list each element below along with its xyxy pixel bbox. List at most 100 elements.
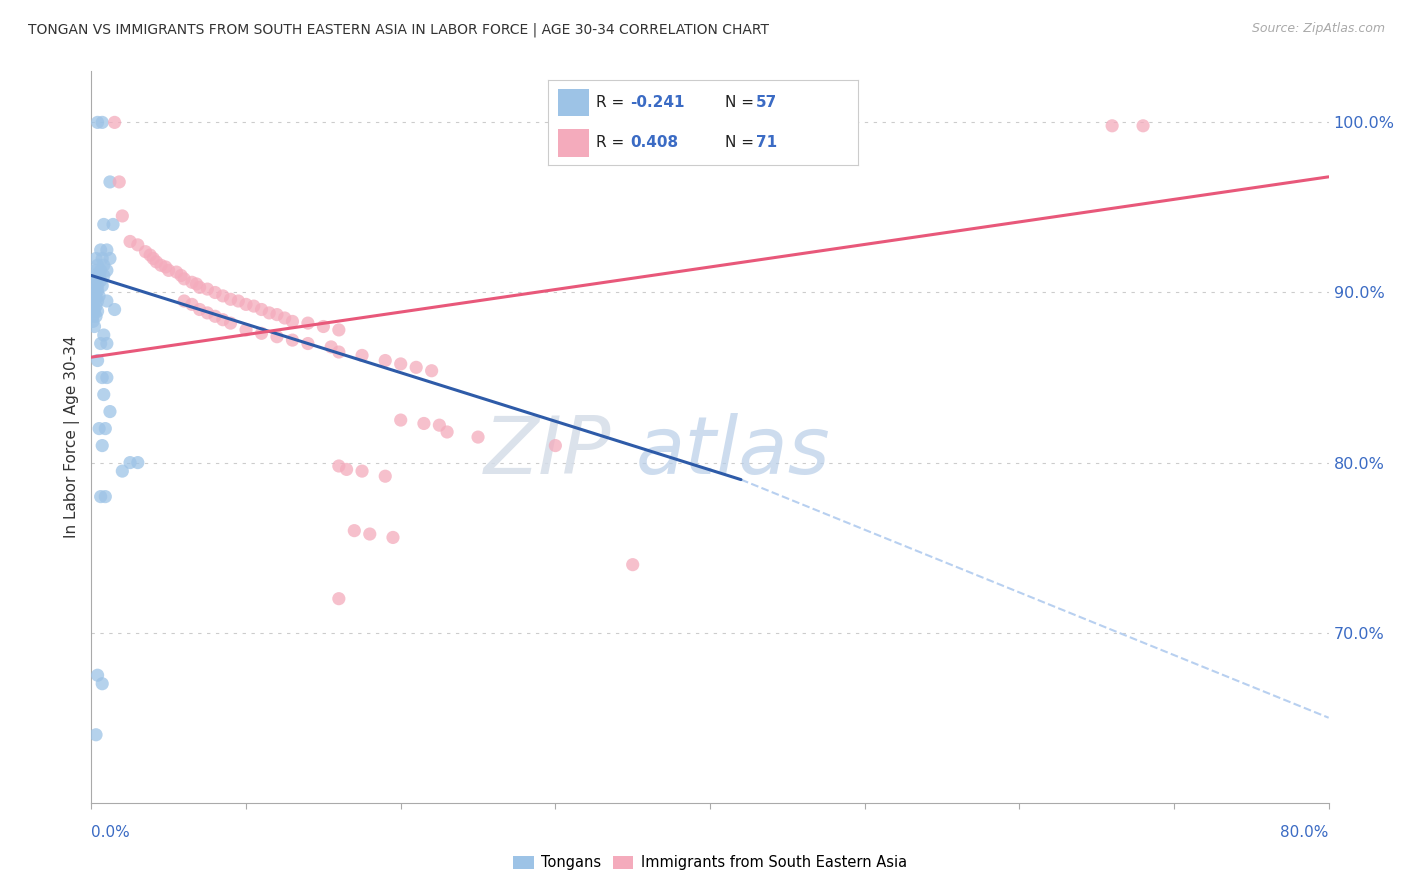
Point (90, 243, 112, 257)
Point (84, 263, 107, 277)
Point (91, 252, 114, 266)
Point (86, 304, 108, 318)
Point (374, 353, 396, 368)
Point (96, 243, 118, 257)
Point (1132, 119, 1154, 133)
Point (139, 248, 162, 262)
Point (111, 464, 134, 478)
Point (297, 316, 319, 330)
Point (211, 289, 233, 303)
Point (467, 430, 489, 444)
Point (86, 278, 108, 293)
Point (86, 258, 108, 272)
Point (104, 115, 127, 129)
Point (297, 336, 319, 351)
Point (96, 263, 118, 277)
Point (374, 469, 396, 483)
Point (544, 439, 567, 453)
Point (155, 260, 177, 274)
Point (266, 308, 288, 322)
Point (127, 456, 149, 470)
Point (359, 527, 381, 541)
Point (195, 282, 219, 296)
Point (352, 464, 374, 478)
Point (204, 310, 226, 324)
Point (173, 293, 195, 308)
Point (82, 289, 104, 303)
Point (83, 293, 105, 308)
Point (173, 272, 195, 286)
Point (170, 268, 193, 283)
Point (83, 278, 105, 293)
Point (343, 524, 366, 538)
Point (86, 668, 108, 682)
Point (86, 293, 108, 308)
Text: 71: 71 (755, 136, 776, 151)
Point (1101, 119, 1123, 133)
Point (93, 258, 115, 272)
Legend: Tongans, Immigrants from South Eastern Asia: Tongans, Immigrants from South Eastern A… (508, 849, 912, 876)
Point (90, 336, 112, 351)
Point (180, 275, 202, 289)
Point (150, 258, 172, 272)
Point (352, 348, 374, 362)
Point (228, 293, 250, 308)
Point (157, 263, 180, 277)
Point (219, 293, 242, 307)
Point (180, 297, 202, 311)
Point (427, 418, 450, 433)
Point (91, 439, 114, 453)
Point (420, 364, 443, 378)
Point (111, 209, 134, 223)
Bar (558, 129, 589, 157)
Point (621, 558, 644, 572)
Point (211, 312, 233, 326)
Point (90, 490, 112, 504)
Point (250, 326, 273, 341)
Text: TONGAN VS IMMIGRANTS FROM SOUTH EASTERN ASIA IN LABOR FORCE | AGE 30-34 CORRELAT: TONGAN VS IMMIGRANTS FROM SOUTH EASTERN … (28, 22, 769, 37)
Point (120, 456, 141, 470)
Point (93, 387, 115, 401)
Point (91, 278, 114, 293)
Point (91, 370, 114, 384)
Text: -0.241: -0.241 (630, 95, 685, 110)
Point (259, 306, 281, 320)
Point (145, 255, 167, 269)
Point (93, 218, 115, 232)
Point (87, 289, 111, 303)
Point (94, 421, 117, 435)
Point (328, 591, 350, 606)
Point (82, 310, 104, 324)
Point (96, 336, 118, 351)
Y-axis label: In Labor Force | Age 30-34: In Labor Force | Age 30-34 (65, 335, 80, 539)
Text: R =: R = (596, 95, 630, 110)
Text: N =: N = (724, 136, 758, 151)
Bar (558, 89, 589, 116)
Point (321, 340, 343, 354)
Point (188, 302, 211, 317)
Point (266, 329, 288, 343)
Text: 0.0%: 0.0% (91, 825, 131, 840)
Point (312, 319, 335, 334)
Point (90, 274, 112, 288)
Point (98, 175, 121, 189)
Point (389, 357, 412, 371)
Point (281, 333, 304, 347)
Point (82, 299, 104, 313)
Point (242, 299, 264, 313)
Text: 80.0%: 80.0% (1281, 825, 1329, 840)
Point (83, 268, 105, 283)
Point (235, 323, 257, 337)
Text: 57: 57 (755, 95, 778, 110)
Point (83, 304, 105, 318)
Point (195, 306, 219, 320)
Point (273, 311, 295, 326)
Point (90, 263, 112, 277)
Point (219, 316, 242, 330)
Point (86, 115, 108, 129)
Point (104, 302, 127, 317)
Point (96, 293, 118, 308)
Point (235, 297, 257, 311)
Point (120, 235, 141, 249)
Point (84, 252, 107, 266)
